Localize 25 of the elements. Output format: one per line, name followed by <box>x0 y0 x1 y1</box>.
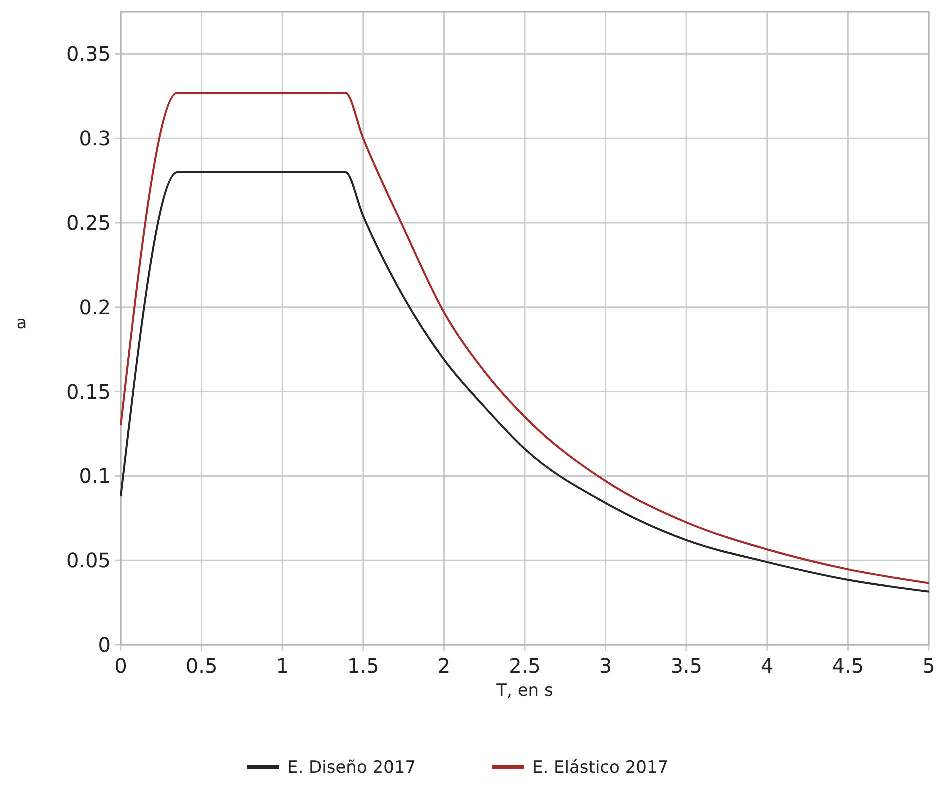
x-tick-label: 3.5 <box>670 654 703 678</box>
x-tick-label: 2.5 <box>509 654 541 678</box>
x-tick-label: 3 <box>599 654 612 678</box>
y-axis-title: a <box>16 314 28 334</box>
y-tick-label: 0.15 <box>66 380 111 404</box>
y-tick-label: 0.35 <box>66 42 111 66</box>
x-tick-label: 1.5 <box>347 654 380 678</box>
x-tick-label: 0 <box>114 654 128 678</box>
line-series <box>120 171 930 593</box>
x-tick-label: 1 <box>276 654 289 678</box>
x-tick-label: 4.5 <box>832 654 864 678</box>
y-tick-label: 0 <box>98 633 111 657</box>
x-tick-label: 4 <box>761 654 774 678</box>
legend-label: E. Elástico 2017 <box>532 758 669 778</box>
x-tick-label: 0.5 <box>186 654 218 678</box>
x-tick-label: 2 <box>438 654 451 678</box>
y-tick-label: 0.3 <box>79 126 111 151</box>
line-series <box>120 92 930 584</box>
y-tick-label: 0.1 <box>79 464 111 488</box>
y-tick-label: 0.2 <box>79 295 111 320</box>
legend-label: E. Diseño 2017 <box>288 758 416 778</box>
x-axis-title: T, en s <box>496 681 554 701</box>
x-tick-label: 5 <box>922 654 936 678</box>
y-tick-label: 0.25 <box>66 211 111 235</box>
y-tick-label: 0.05 <box>66 548 111 573</box>
